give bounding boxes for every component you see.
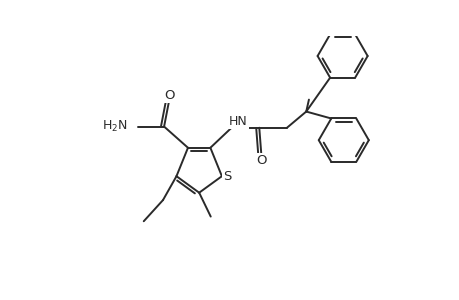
Text: O: O [256, 154, 267, 167]
Text: HN: HN [229, 115, 247, 128]
Text: S: S [223, 170, 231, 184]
Text: H$_2$N: H$_2$N [101, 119, 127, 134]
Text: O: O [164, 89, 174, 102]
